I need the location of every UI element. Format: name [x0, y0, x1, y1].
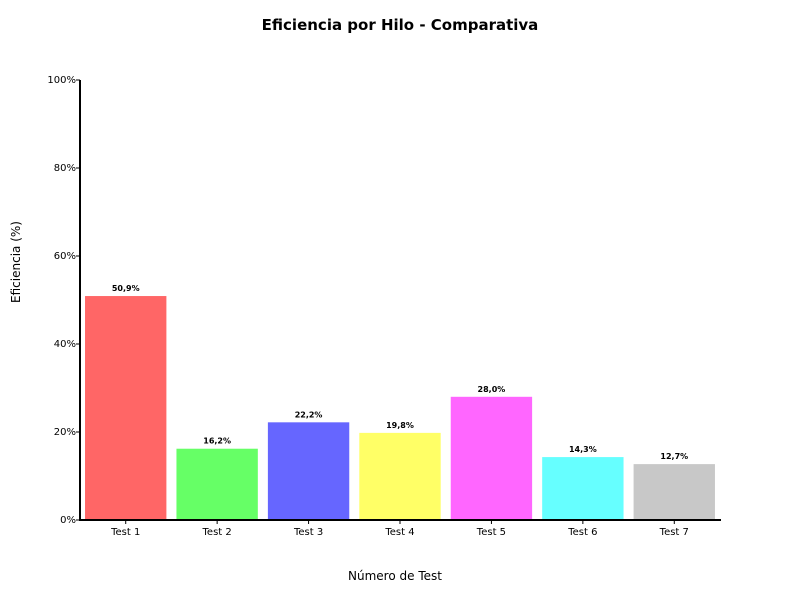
y-axis-label: Eficiencia (%): [9, 221, 23, 303]
x-tick-label: Test 7: [659, 527, 689, 538]
x-tick-label: Test 6: [567, 527, 597, 538]
y-tick-label: 80%: [54, 163, 76, 174]
x-tick-label: Test 3: [293, 527, 323, 538]
y-tick-label: 0%: [60, 515, 76, 526]
chart-title: Eficiencia por Hilo - Comparativa: [262, 16, 539, 34]
bar-test-7: [633, 464, 715, 520]
x-axis-label: Número de Test: [348, 569, 442, 583]
bar-test-3: [267, 422, 350, 520]
data-label: 28,0%: [478, 385, 506, 394]
bar-test-5: [450, 396, 533, 520]
y-tick-label: 60%: [54, 251, 76, 262]
y-tick-label: 40%: [54, 339, 76, 350]
data-label: 19,8%: [386, 421, 414, 430]
data-label: 14,3%: [569, 445, 597, 454]
x-ticks-group: Test 1 Test 2 Test 3 Test 4 Test 5 Test 6 Test…: [110, 520, 689, 538]
x-tick-label: Test 4: [384, 527, 414, 538]
x-tick-label: Test 2: [202, 527, 232, 538]
bar-test-2: [176, 448, 258, 520]
bar-test-4: [359, 432, 441, 520]
data-label: 22,2%: [295, 410, 323, 419]
data-label: 16,2%: [203, 437, 231, 446]
y-ticks-group: 0% 20% 40% 60% 80% 100%: [47, 75, 80, 526]
bar-test-6: [542, 457, 624, 520]
y-tick-label: 20%: [54, 427, 76, 438]
bars-group: 50,9% 16,2% 22,2% 19,8% 28,0% 14,3% 12,7%: [85, 284, 715, 520]
bar-test-1: [85, 296, 167, 520]
x-tick-label: Test 1: [110, 527, 140, 538]
x-tick-label: Test 5: [476, 527, 506, 538]
data-label: 50,9%: [112, 284, 140, 293]
data-label: 12,7%: [660, 452, 688, 461]
y-tick-label: 100%: [47, 75, 76, 86]
